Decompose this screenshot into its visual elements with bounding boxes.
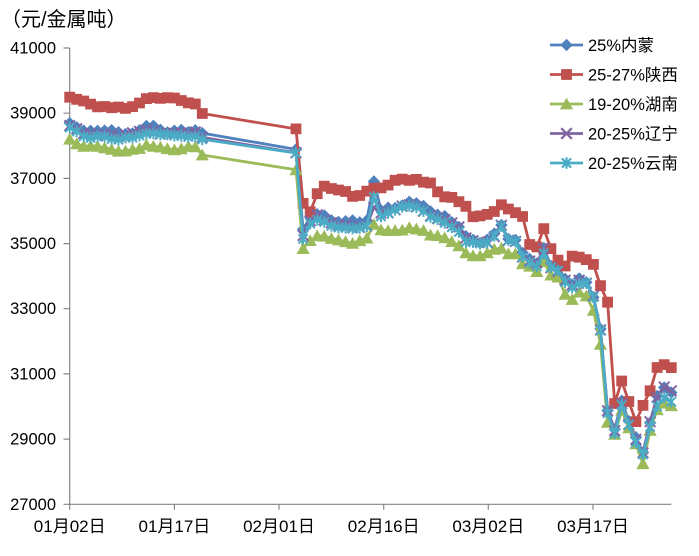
svg-text:03月02日: 03月02日 (452, 517, 524, 536)
svg-text:29000: 29000 (10, 431, 56, 449)
svg-text:27000: 27000 (10, 496, 56, 514)
svg-text:02月01日: 02月01日 (243, 517, 315, 536)
svg-text:35000: 35000 (10, 235, 56, 253)
svg-text:33000: 33000 (10, 300, 56, 318)
svg-text:01月02日: 01月02日 (34, 517, 106, 536)
svg-text:25-27%陕西: 25-27%陕西 (588, 66, 678, 85)
svg-text:39000: 39000 (10, 105, 56, 123)
svg-text:20-25%云南: 20-25%云南 (588, 154, 678, 173)
svg-text:37000: 37000 (10, 170, 56, 188)
svg-text:20-25%辽宁: 20-25%辽宁 (588, 125, 678, 144)
svg-text:02月16日: 02月16日 (348, 517, 420, 536)
svg-text:（元/金属吨）: （元/金属吨） (1, 8, 127, 31)
svg-text:01月17日: 01月17日 (138, 517, 210, 536)
svg-text:25%内蒙: 25%内蒙 (588, 36, 654, 55)
svg-text:41000: 41000 (10, 40, 56, 58)
svg-text:31000: 31000 (10, 365, 56, 383)
svg-text:19-20%湖南: 19-20%湖南 (588, 95, 678, 114)
svg-text:03月17日: 03月17日 (557, 517, 629, 536)
